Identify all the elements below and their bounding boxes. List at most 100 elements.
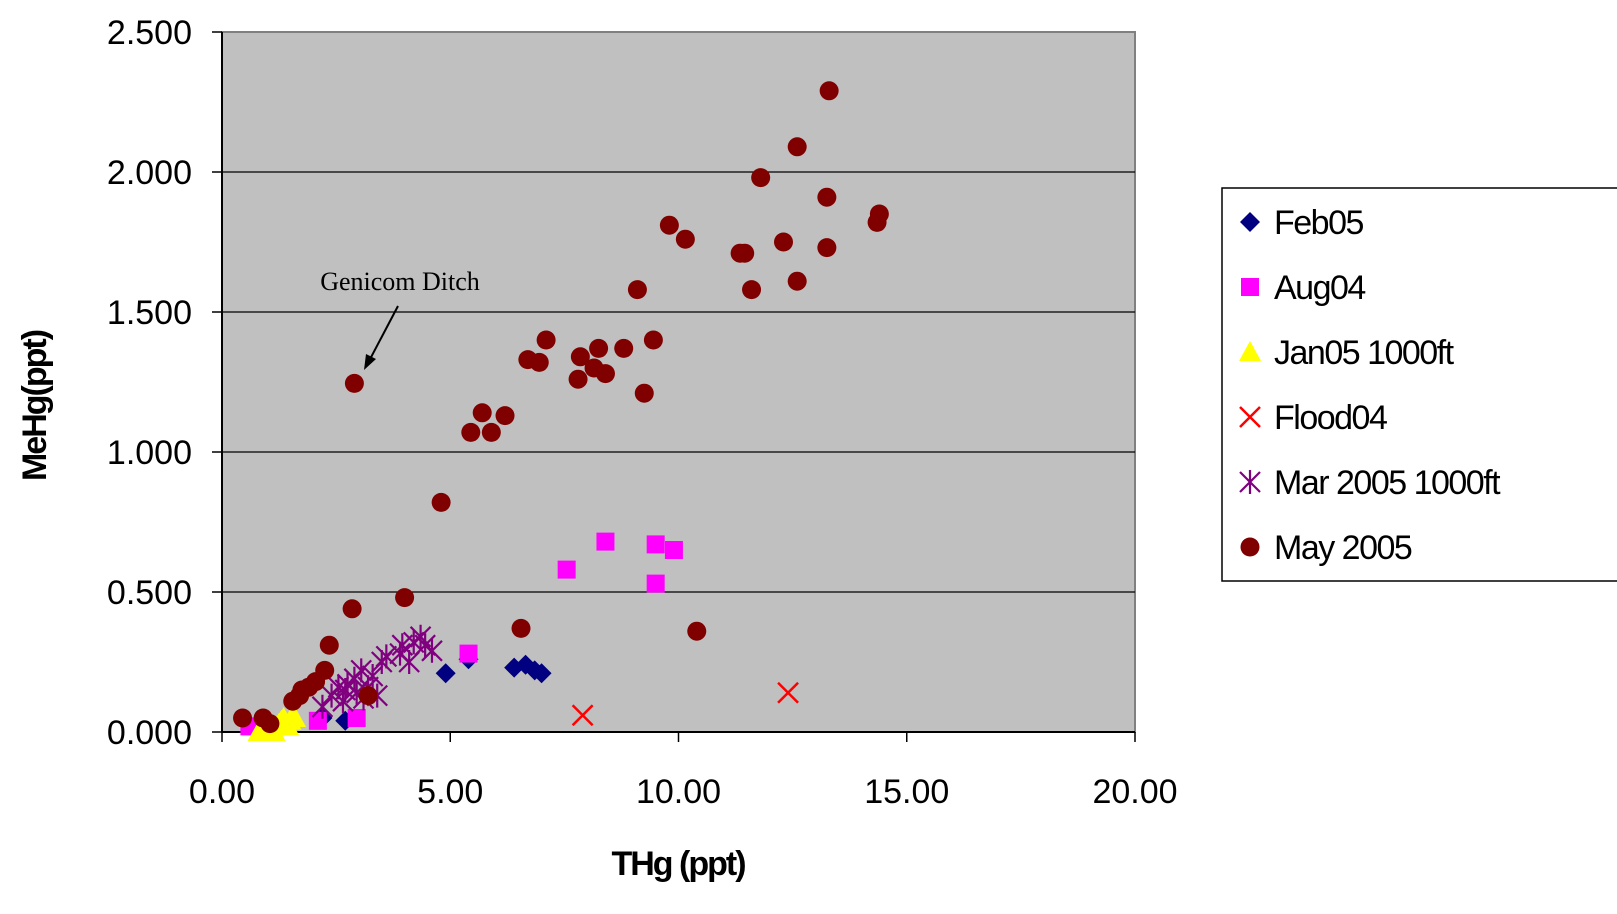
y-tick-label: 2.500	[107, 14, 192, 52]
legend: Feb05 Aug04 Jan05 1000ft Flood04 Mar 2005 10…	[1221, 187, 1617, 582]
data-point	[260, 714, 280, 734]
data-point	[787, 137, 807, 157]
annotation-text: Genicom Ditch	[320, 267, 480, 296]
data-point	[395, 588, 415, 608]
y-tick-label: 1.500	[107, 294, 192, 332]
data-point	[459, 644, 478, 663]
data-point	[634, 383, 654, 403]
data-point	[284, 707, 307, 727]
data-points	[233, 81, 889, 741]
data-point	[531, 663, 552, 684]
data-point	[643, 330, 663, 350]
data-point	[529, 352, 549, 372]
legend-item: Jan05 1000ft	[1239, 334, 1456, 372]
legend-item: Flood04	[1239, 399, 1388, 437]
plot-area	[221, 31, 1136, 733]
data-point	[375, 644, 398, 669]
legend-marker	[1239, 470, 1261, 494]
legend-marker	[1240, 212, 1260, 232]
series-may-2005	[233, 81, 889, 734]
legend-marker	[1239, 341, 1261, 361]
data-point	[787, 271, 807, 291]
data-point	[675, 229, 695, 249]
legend-label: Flood04	[1274, 399, 1387, 437]
legend-marker	[1239, 406, 1261, 428]
data-point	[431, 492, 451, 512]
x-tick-label: 15.00	[864, 773, 949, 811]
legend-label: Jan05 1000ft	[1274, 334, 1455, 372]
legend-label: Aug04	[1274, 269, 1365, 307]
legend-marker	[1240, 537, 1260, 557]
axes	[212, 31, 1136, 742]
legend-box	[1221, 187, 1617, 582]
data-point	[342, 599, 362, 619]
data-point	[589, 338, 609, 358]
annotation-arrow	[367, 305, 399, 364]
data-point	[311, 694, 334, 719]
legend-item: Mar 2005 1000ft	[1239, 464, 1503, 502]
x-tick-label: 0.00	[189, 773, 255, 811]
data-point	[557, 560, 576, 579]
data-point	[233, 708, 253, 728]
series-mar-2005-1000ft	[311, 624, 443, 719]
y-axis-title: MeHg(ppt)	[16, 330, 54, 481]
y-tick-label: 2.000	[107, 154, 192, 192]
data-point	[536, 330, 556, 350]
data-point	[627, 280, 647, 300]
data-point	[361, 664, 384, 688]
data-point	[472, 403, 492, 423]
data-point	[773, 232, 793, 252]
data-point	[344, 373, 364, 393]
legend-label: May 2005	[1274, 529, 1412, 567]
data-point	[481, 422, 501, 442]
data-point	[614, 338, 634, 358]
series-jan05-1000ft	[247, 704, 307, 741]
tick-labels: 0.000 0.500 1.000 1.500 2.000 2.500 0.00 5.00 10…	[107, 14, 1178, 811]
data-point	[751, 168, 771, 188]
data-point	[461, 422, 481, 442]
legend-item: Feb05	[1240, 204, 1365, 242]
legend-label: Feb05	[1274, 204, 1363, 242]
x-axis-title: THg (ppt)	[611, 845, 745, 883]
x-tick-label: 5.00	[417, 773, 483, 811]
data-point	[646, 535, 665, 554]
legend-item: Aug04	[1241, 269, 1367, 307]
data-point	[495, 406, 515, 426]
data-point	[687, 621, 707, 641]
x-tick-label: 10.00	[636, 773, 721, 811]
data-point	[435, 663, 456, 684]
data-point	[568, 369, 588, 389]
data-point	[817, 187, 837, 207]
x-tick-label: 20.00	[1092, 773, 1177, 811]
data-point	[777, 681, 799, 704]
data-point	[315, 660, 335, 680]
data-point	[819, 81, 839, 101]
data-point	[595, 364, 615, 384]
data-point	[319, 635, 339, 655]
legend-label: Mar 2005 1000ft	[1274, 464, 1501, 502]
y-tick-label: 1.000	[107, 434, 192, 472]
data-point	[421, 638, 443, 663]
data-point	[332, 689, 354, 714]
data-point	[571, 704, 594, 727]
data-point	[570, 347, 590, 367]
annotation-genicom-ditch: Genicom Ditch	[320, 267, 480, 370]
data-point	[511, 618, 531, 638]
data-point	[646, 574, 665, 593]
data-point	[596, 532, 615, 551]
data-point	[742, 280, 762, 300]
y-tick-label: 0.500	[107, 574, 192, 612]
annotation-arrowhead	[364, 354, 376, 370]
data-point	[817, 238, 837, 258]
data-point	[664, 541, 683, 559]
gridlines	[222, 171, 1135, 593]
data-point	[308, 711, 327, 730]
data-point	[659, 215, 679, 235]
data-point	[735, 243, 755, 263]
series-flood04	[571, 681, 799, 727]
data-point	[358, 686, 378, 706]
legend-item: May 2005	[1240, 529, 1413, 567]
data-point	[347, 709, 366, 727]
data-point	[869, 204, 889, 224]
